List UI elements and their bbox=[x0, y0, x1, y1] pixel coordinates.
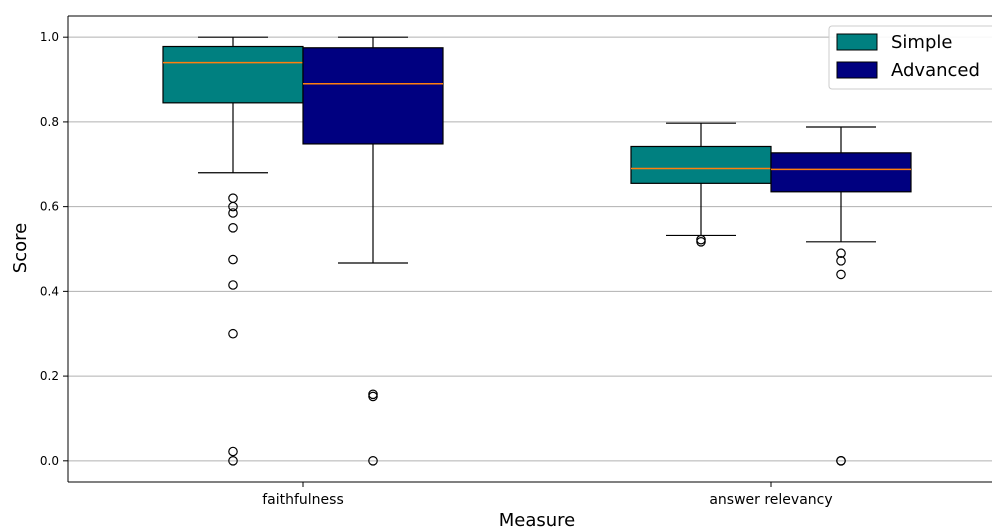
outlier-point bbox=[228, 208, 238, 218]
legend-swatch bbox=[836, 61, 878, 79]
legend: Simple Advanced bbox=[828, 25, 992, 90]
outlier-point bbox=[836, 256, 846, 266]
outlier-point bbox=[228, 193, 238, 203]
outlier-point bbox=[228, 223, 238, 233]
outlier-point bbox=[228, 280, 238, 290]
box-body bbox=[162, 45, 304, 104]
box-body bbox=[770, 152, 912, 193]
outlier-point bbox=[368, 456, 378, 466]
y-tick-label: 0.4 bbox=[40, 284, 59, 298]
axes: 0.0 0.2 0.4 0.6 0.8 1.0 faithfulness answer rel… bbox=[40, 15, 992, 508]
box-advanced-1 bbox=[770, 126, 912, 466]
y-tick-label: 0.0 bbox=[40, 454, 59, 468]
legend-swatch bbox=[836, 33, 878, 51]
box-body bbox=[302, 47, 444, 145]
x-axis-label: Measure bbox=[499, 510, 576, 530]
x-tick-label: faithfulness bbox=[262, 492, 344, 508]
boxes bbox=[162, 36, 912, 466]
outlier-point bbox=[228, 328, 238, 339]
y-tick-label: 0.2 bbox=[40, 369, 59, 383]
box-body bbox=[630, 145, 772, 184]
outlier-point bbox=[228, 446, 238, 457]
y-tick-label: 1.0 bbox=[40, 30, 59, 44]
x-tick-label: answer relevancy bbox=[709, 492, 832, 508]
legend-label: Simple bbox=[891, 32, 952, 53]
outlier-point bbox=[836, 248, 846, 259]
box-advanced-0 bbox=[302, 36, 444, 466]
y-axis-label: Score bbox=[10, 223, 31, 273]
outlier-point bbox=[836, 269, 846, 280]
legend-label: Advanced bbox=[891, 60, 980, 81]
y-tick-label: 0.6 bbox=[40, 200, 59, 214]
box-simple-0 bbox=[162, 36, 304, 466]
box-simple-1 bbox=[630, 122, 772, 247]
outlier-point bbox=[836, 456, 846, 466]
outlier-point bbox=[228, 456, 238, 466]
y-tick-label: 0.8 bbox=[40, 115, 59, 129]
outlier-point bbox=[696, 236, 706, 247]
outlier-point bbox=[368, 391, 378, 402]
outlier-point bbox=[228, 254, 238, 265]
outlier-point bbox=[228, 201, 238, 212]
